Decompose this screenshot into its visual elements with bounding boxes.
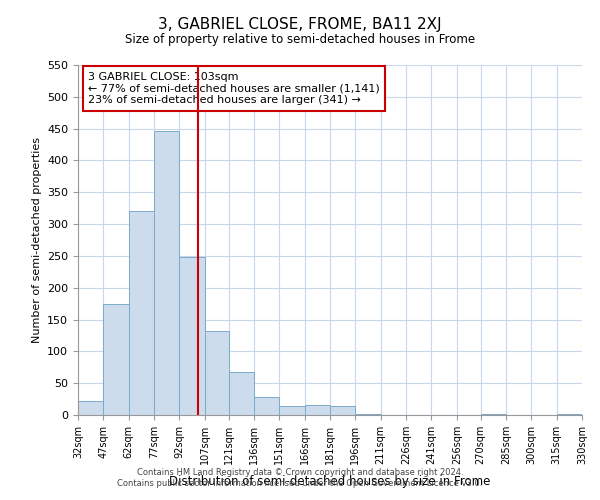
Bar <box>103 304 129 415</box>
Bar <box>481 414 506 415</box>
Y-axis label: Number of semi-detached properties: Number of semi-detached properties <box>32 137 41 343</box>
Bar <box>154 130 179 415</box>
Bar <box>78 401 103 415</box>
Bar <box>129 212 154 415</box>
Bar <box>305 405 330 415</box>
Bar <box>205 331 229 415</box>
Bar <box>330 406 355 415</box>
Bar <box>254 396 279 415</box>
X-axis label: Distribution of semi-detached houses by size in Frome: Distribution of semi-detached houses by … <box>169 475 491 488</box>
Bar <box>279 406 305 415</box>
Text: Size of property relative to semi-detached houses in Frome: Size of property relative to semi-detach… <box>125 32 475 46</box>
Bar <box>179 257 205 415</box>
Text: 3 GABRIEL CLOSE: 103sqm
← 77% of semi-detached houses are smaller (1,141)
23% of: 3 GABRIEL CLOSE: 103sqm ← 77% of semi-de… <box>88 72 380 105</box>
Bar <box>229 372 254 415</box>
Bar <box>557 414 582 415</box>
Bar <box>355 414 381 415</box>
Text: Contains HM Land Registry data © Crown copyright and database right 2024.
Contai: Contains HM Land Registry data © Crown c… <box>118 468 482 487</box>
Text: 3, GABRIEL CLOSE, FROME, BA11 2XJ: 3, GABRIEL CLOSE, FROME, BA11 2XJ <box>158 18 442 32</box>
